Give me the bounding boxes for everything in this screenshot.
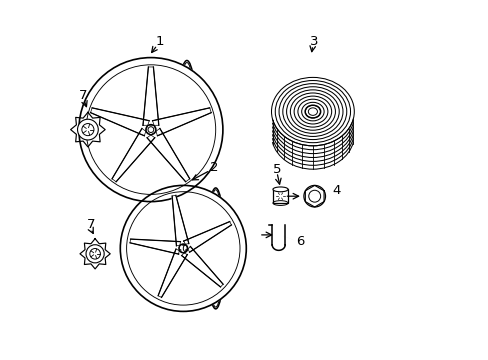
Ellipse shape xyxy=(183,245,187,252)
Circle shape xyxy=(148,127,153,132)
Text: 3: 3 xyxy=(310,35,318,48)
Ellipse shape xyxy=(272,187,287,192)
Text: 7: 7 xyxy=(79,89,88,102)
Polygon shape xyxy=(183,222,231,252)
Text: 6: 6 xyxy=(296,235,304,248)
Polygon shape xyxy=(142,67,159,125)
Circle shape xyxy=(86,245,104,263)
Polygon shape xyxy=(181,247,223,287)
Polygon shape xyxy=(147,129,189,182)
Circle shape xyxy=(120,185,246,311)
Text: 2: 2 xyxy=(209,161,218,174)
Circle shape xyxy=(303,185,325,207)
Polygon shape xyxy=(112,129,154,182)
Polygon shape xyxy=(158,249,187,297)
Text: 1: 1 xyxy=(155,35,164,48)
Circle shape xyxy=(79,58,223,202)
Polygon shape xyxy=(152,108,211,136)
Text: 5: 5 xyxy=(272,163,281,176)
Bar xyxy=(272,189,287,203)
Circle shape xyxy=(78,119,98,140)
Polygon shape xyxy=(130,239,180,254)
Polygon shape xyxy=(172,195,188,246)
Polygon shape xyxy=(90,108,149,136)
Text: 4: 4 xyxy=(331,184,340,197)
Text: 7: 7 xyxy=(86,219,95,231)
